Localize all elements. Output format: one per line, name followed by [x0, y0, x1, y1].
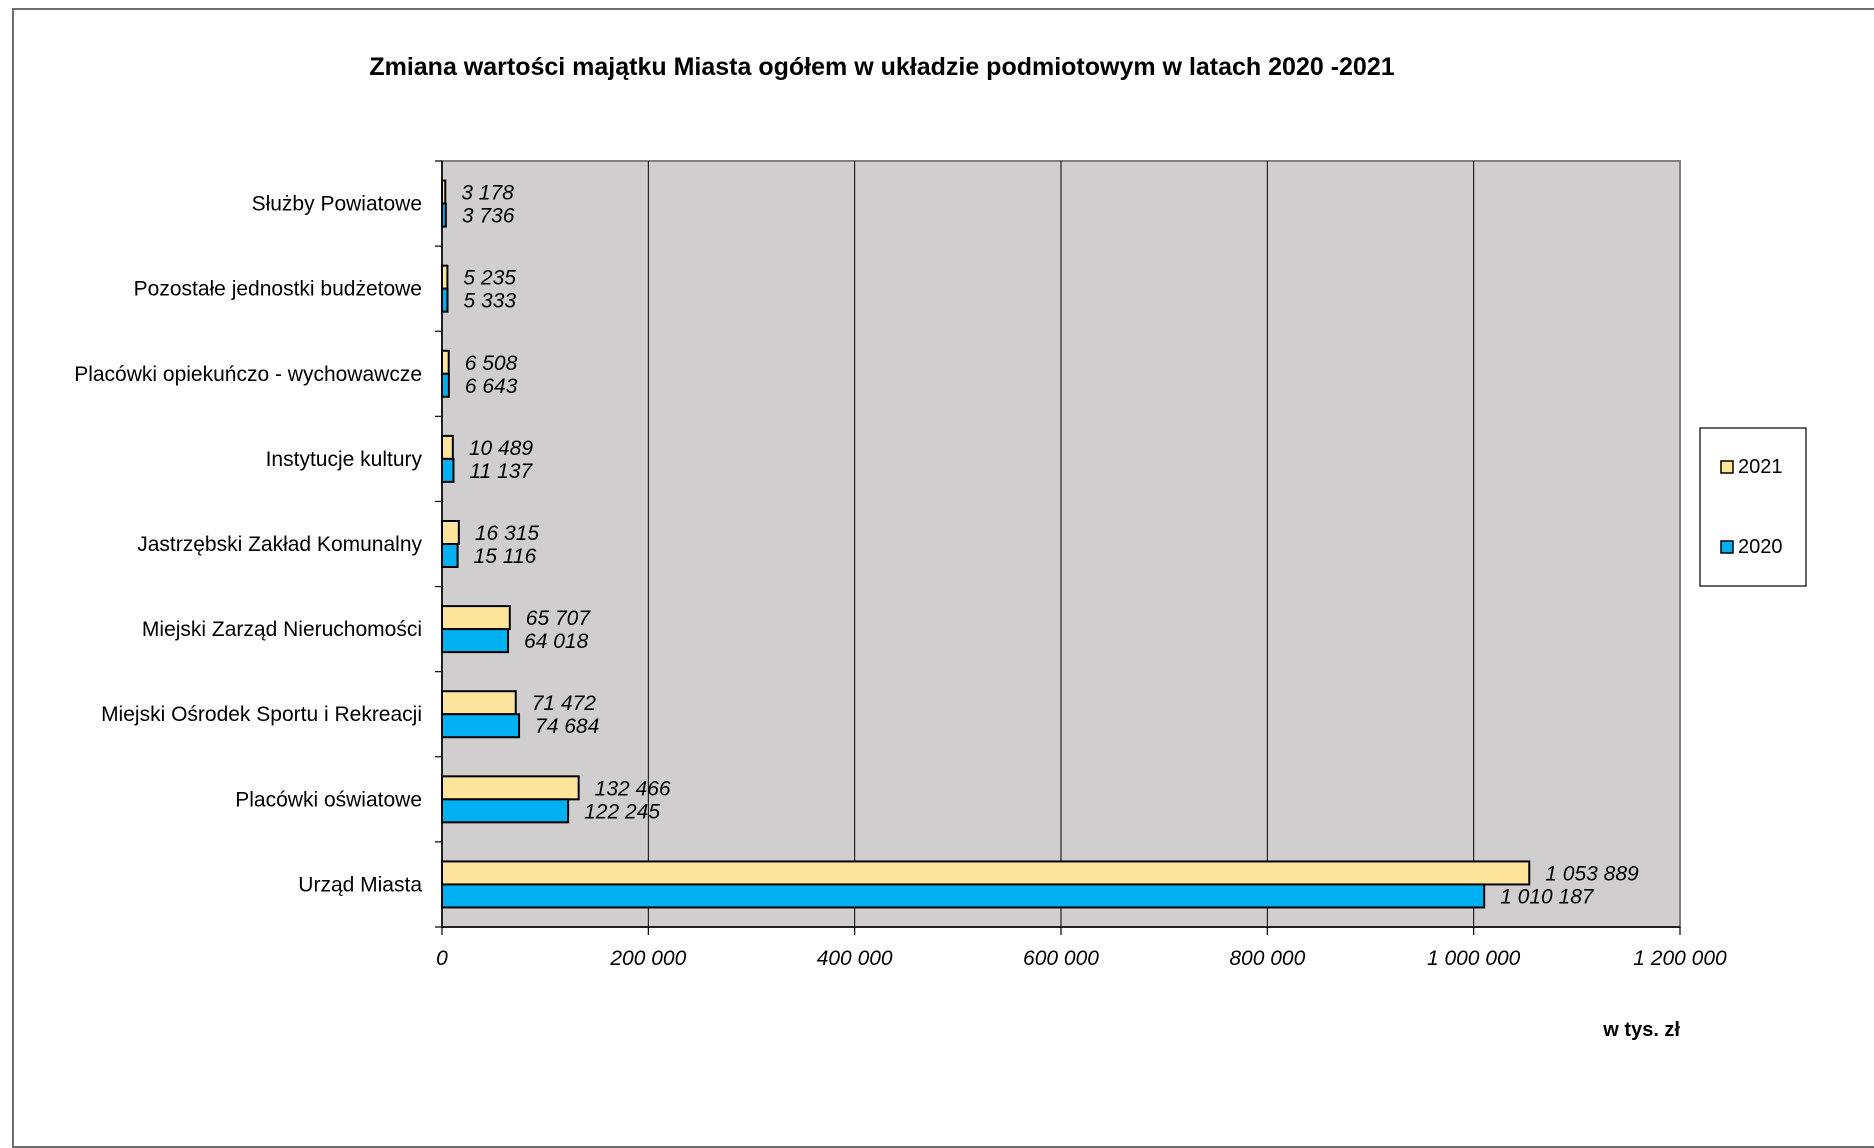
x-tick-label: 800 000 — [1229, 947, 1305, 970]
x-tick-label: 200 000 — [609, 947, 686, 970]
category-label: Miejski Zarząd Nieruchomości — [142, 618, 422, 641]
bar-2021 — [441, 860, 1531, 886]
category-label: Służby Powiatowe — [252, 193, 422, 216]
x-tick-label: 400 000 — [817, 947, 893, 970]
data-label-2020: 3 736 — [462, 205, 515, 228]
data-label-2020: 6 643 — [465, 375, 518, 398]
category-label: Placówki opiekuńczo - wychowawcze — [74, 363, 422, 386]
data-label-2020: 74 684 — [535, 715, 599, 738]
x-tick-label: 0 — [436, 947, 448, 970]
bar-2020 — [441, 543, 459, 568]
bar-2021 — [441, 775, 580, 801]
category-label: Placówki oświatowe — [235, 788, 422, 811]
data-label-2021: 5 235 — [463, 267, 516, 290]
data-label-2020: 64 018 — [524, 630, 589, 653]
legend-box — [1699, 427, 1807, 587]
data-label-2021: 1 053 889 — [1545, 862, 1639, 885]
category-label: Jastrzębski Zakład Komunalny — [137, 533, 422, 556]
data-label-2021: 10 489 — [469, 437, 534, 460]
bar-2020 — [441, 457, 455, 483]
bar-2020 — [441, 883, 1486, 909]
legend: 2021 2020 — [1699, 427, 1807, 587]
legend-label-2020: 2020 — [1738, 536, 1783, 558]
x-tick-label: 1 000 000 — [1427, 947, 1521, 970]
plot-area: 0 200 000 400 000 600 000 800 000 1 000 000 1 … — [74, 160, 1727, 970]
data-label-2020: 122 245 — [584, 800, 660, 823]
category-label: Miejski Ośrodek Sportu i Rekreacji — [101, 703, 422, 726]
bar-2021 — [441, 520, 460, 545]
data-label-2021: 6 508 — [465, 352, 518, 375]
data-label-2021: 71 472 — [532, 692, 597, 715]
data-label-2020: 11 137 — [469, 460, 533, 483]
chart-title: Zmiana wartości majątku Miasta ogółem w … — [369, 53, 1394, 81]
bar-2021 — [441, 434, 454, 460]
bar-2021 — [441, 690, 517, 716]
category-label: Pozostałe jednostki budżetowe — [134, 278, 422, 301]
bar-2021 — [441, 349, 450, 375]
bar-2020 — [441, 628, 510, 654]
data-label-2021: 132 466 — [595, 777, 671, 800]
data-label-2020: 5 333 — [464, 290, 517, 313]
unit-label: w tys. zł — [1602, 1019, 1680, 1041]
x-tick-label: 1 200 000 — [1633, 947, 1727, 970]
bar-2020 — [441, 798, 570, 824]
bar-2020 — [441, 287, 449, 313]
legend-swatch-2020 — [1720, 540, 1734, 554]
data-label-2021: 65 707 — [526, 607, 592, 630]
bar-2021 — [441, 605, 511, 631]
bar-2021 — [441, 264, 449, 290]
bar-2020 — [441, 713, 521, 739]
data-label-2020: 1 010 187 — [1500, 885, 1595, 908]
data-label-2021: 16 315 — [475, 522, 540, 545]
data-label-2021: 3 178 — [461, 182, 514, 205]
bar-2021 — [441, 179, 447, 205]
category-label: Instytucje kultury — [266, 448, 423, 471]
bar-2020 — [441, 202, 447, 228]
legend-label-2021: 2021 — [1738, 456, 1783, 478]
category-label: Urząd Miasta — [298, 873, 422, 896]
x-tick-label: 600 000 — [1023, 947, 1099, 970]
legend-swatch-2021 — [1720, 460, 1734, 474]
bar-2020 — [441, 372, 450, 398]
data-label-2020: 15 116 — [474, 545, 537, 568]
